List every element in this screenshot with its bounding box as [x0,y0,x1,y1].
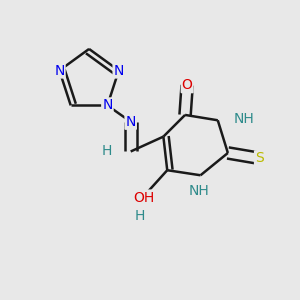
Text: O: O [182,78,193,92]
Text: NH: NH [189,184,209,198]
Text: N: N [54,64,64,77]
Text: NH: NH [233,112,254,126]
Text: N: N [114,64,124,77]
Text: OH: OH [134,190,155,205]
Text: H: H [134,209,145,223]
Text: N: N [125,115,136,129]
Text: S: S [255,151,264,165]
Text: N: N [102,98,112,112]
Text: H: H [102,145,112,158]
